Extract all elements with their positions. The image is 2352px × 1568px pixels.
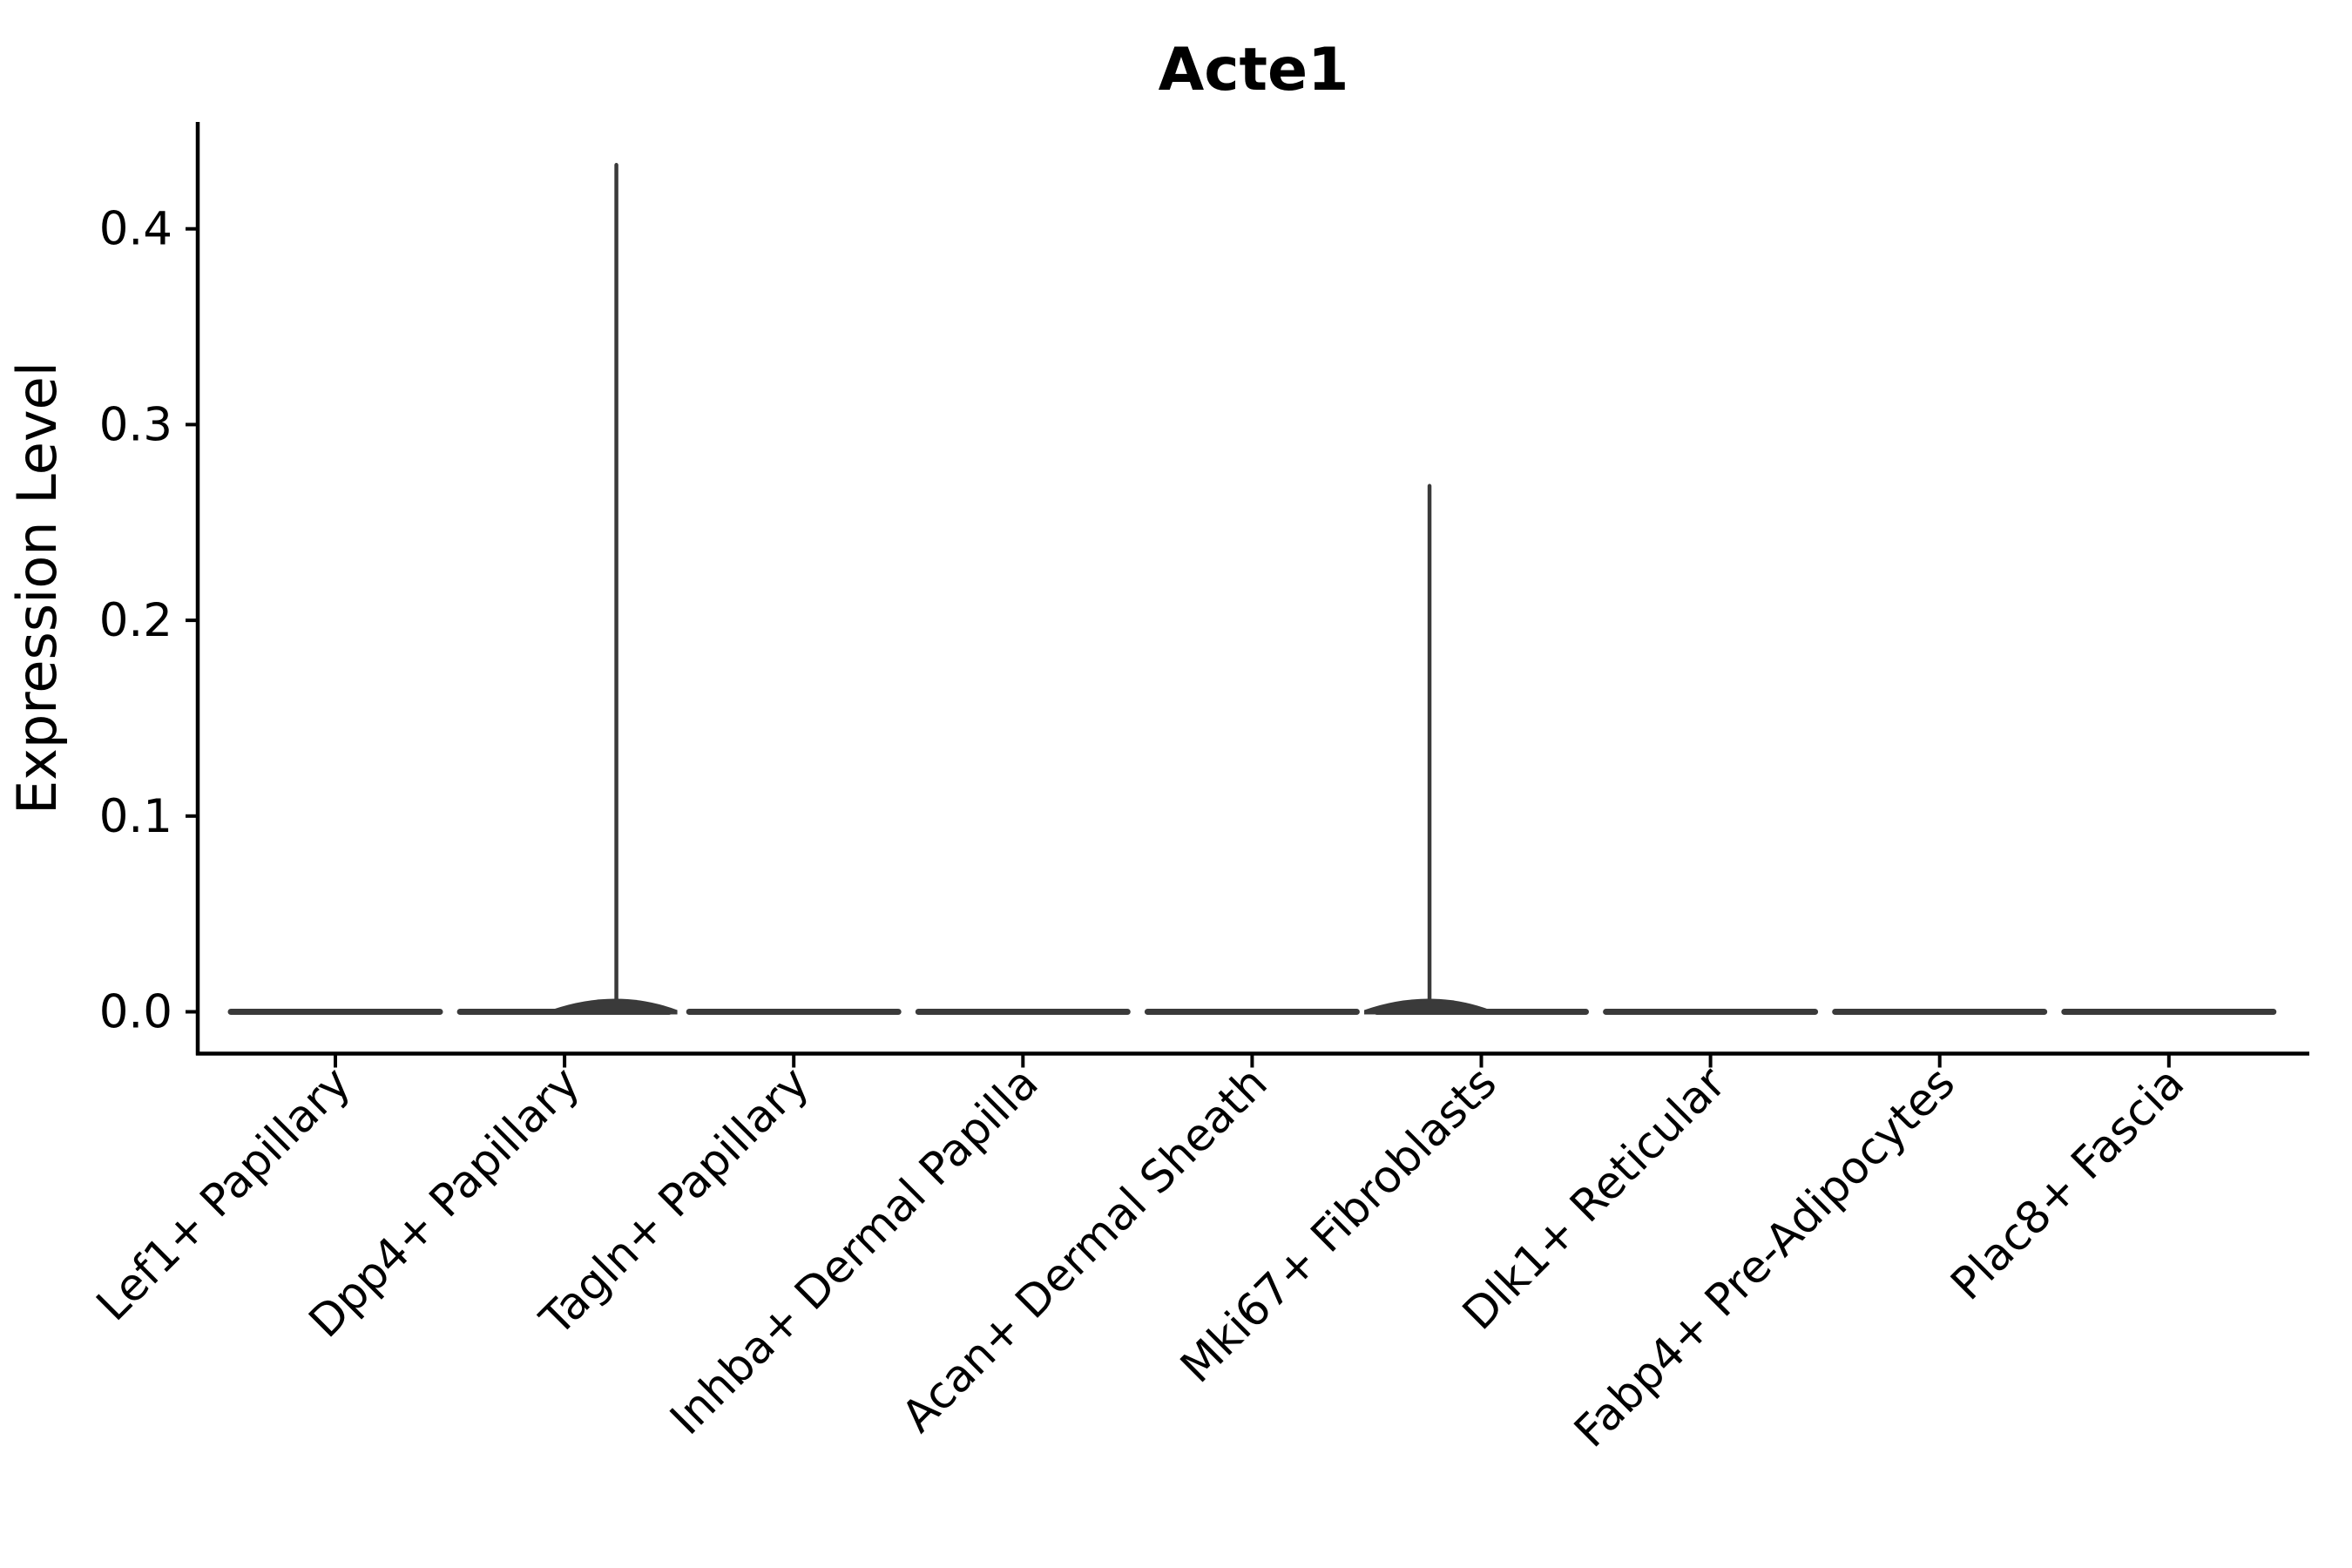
violin-base-flare: [551, 998, 678, 1015]
violin-base-flare: [1364, 998, 1491, 1015]
x-tick-label: Acan+ Dermal Sheath: [892, 1058, 1277, 1443]
axes-group: [195, 122, 2309, 1056]
y-tick-label: 0.3: [99, 398, 172, 451]
plot-title: Acte1: [1159, 36, 1349, 105]
y-tick-label: 0.0: [99, 986, 172, 1039]
y-tick-label: 0.4: [99, 203, 172, 256]
x-tick-label: Plac8+ Fascia: [1942, 1058, 2194, 1310]
y-axis-label: Expression Level: [5, 362, 69, 814]
x-tick-label: Lef1+ Papillary: [87, 1058, 361, 1331]
y-tick-label: 0.1: [99, 790, 172, 843]
violin-bodies-group: [227, 163, 2277, 1015]
x-tick-label: Inhba+ Dermal Papilla: [661, 1058, 1049, 1445]
x-tick-label: Fabp4+ Pre-Adipocytes: [1565, 1058, 1964, 1457]
y-ticks-group: 0.0 0.1 0.2 0.3 0.4: [99, 203, 198, 1039]
y-tick-label: 0.2: [99, 594, 172, 647]
